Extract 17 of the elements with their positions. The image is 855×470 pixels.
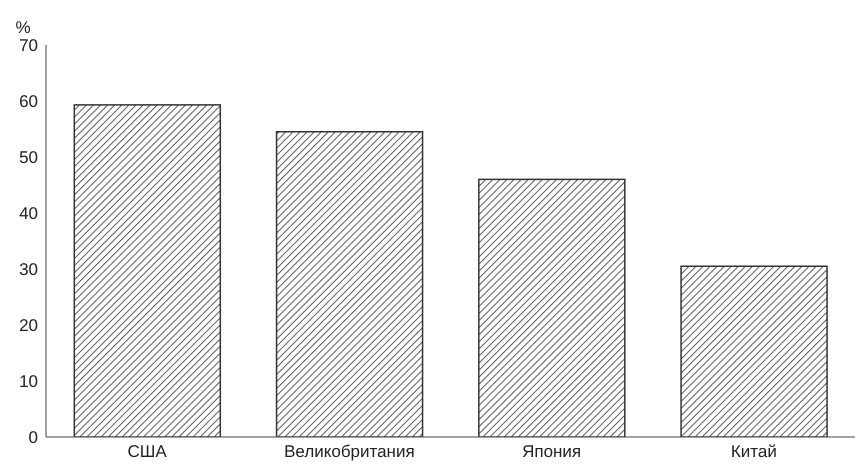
y-tick-label: 30 (19, 260, 38, 280)
y-tick-label: 0 (28, 428, 38, 448)
y-axis-title: % (15, 18, 31, 37)
y-tick-label: 20 (19, 316, 38, 336)
bar (680, 265, 828, 437)
bar (478, 178, 626, 437)
bar (276, 131, 424, 437)
y-tick-label: 10 (19, 372, 38, 392)
y-tick-label: 60 (19, 92, 38, 112)
x-tick-label: Китай (730, 442, 777, 462)
x-tick-label: Великобритания (284, 442, 415, 462)
bar (74, 104, 222, 437)
y-tick-label: 70 (19, 36, 38, 56)
y-tick-label: 50 (19, 148, 38, 168)
x-tick-label: США (128, 442, 168, 462)
y-tick-label: 40 (19, 204, 38, 224)
x-tick-label: Япония (522, 442, 582, 462)
